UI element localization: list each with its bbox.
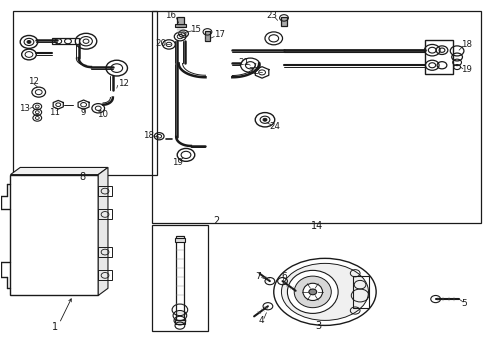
Text: 2: 2 [213, 216, 220, 225]
Bar [152, 225, 207, 330]
Text: 20: 20 [155, 39, 166, 48]
Bar [352, 276, 368, 308]
Text: 17: 17 [213, 30, 224, 39]
Text: 9: 9 [81, 108, 86, 117]
Text: 18: 18 [460, 40, 471, 49]
Bar [98, 247, 112, 257]
Text: 16: 16 [164, 10, 176, 19]
Bar [152, 12, 480, 223]
Text: 6: 6 [281, 271, 287, 280]
Bar [98, 210, 112, 220]
Ellipse shape [273, 258, 375, 325]
Text: 1: 1 [52, 322, 58, 332]
Bar [98, 270, 112, 280]
Text: 24: 24 [269, 122, 280, 131]
Bar [177, 17, 183, 26]
Text: 10: 10 [97, 110, 107, 119]
Bar [424, 40, 452, 74]
Text: 4: 4 [258, 316, 264, 325]
Bar [175, 238, 184, 242]
Circle shape [263, 118, 266, 121]
Circle shape [27, 41, 31, 43]
Text: 12: 12 [118, 79, 129, 88]
Text: 19: 19 [171, 158, 183, 167]
Text: 22: 22 [248, 67, 259, 76]
Text: 3: 3 [315, 321, 321, 331]
Circle shape [308, 289, 316, 295]
Text: 23: 23 [266, 10, 277, 19]
Bar [175, 320, 184, 324]
Polygon shape [98, 167, 108, 296]
Polygon shape [10, 175, 98, 296]
Text: 15: 15 [190, 25, 201, 34]
Ellipse shape [294, 276, 330, 308]
Text: 18: 18 [142, 131, 154, 140]
Text: 14: 14 [310, 221, 322, 231]
Ellipse shape [303, 283, 322, 301]
Ellipse shape [281, 264, 368, 320]
Bar [98, 186, 112, 196]
Text: 13: 13 [19, 104, 30, 113]
Bar [281, 17, 286, 26]
Text: 12: 12 [28, 77, 39, 86]
Bar [175, 24, 185, 27]
Ellipse shape [287, 270, 337, 314]
Text: 5: 5 [460, 299, 466, 308]
Text: 7: 7 [255, 271, 261, 280]
Text: 8: 8 [80, 172, 85, 182]
Bar [204, 31, 210, 41]
Bar [176, 235, 183, 320]
Text: 19: 19 [461, 65, 471, 74]
Polygon shape [10, 167, 108, 175]
Text: 21: 21 [238, 58, 248, 67]
Text: 11: 11 [49, 108, 60, 117]
Bar [52, 38, 79, 44]
Bar [13, 12, 157, 175]
